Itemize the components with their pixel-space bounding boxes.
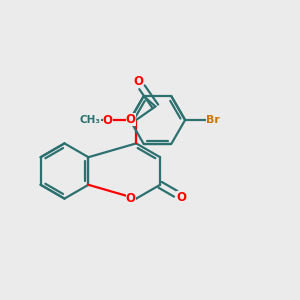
- Text: CH₃: CH₃: [80, 115, 100, 125]
- Text: O: O: [133, 75, 143, 88]
- Text: O: O: [176, 190, 186, 204]
- Text: Br: Br: [206, 115, 220, 125]
- Text: O: O: [126, 192, 136, 205]
- Text: O: O: [103, 113, 113, 127]
- Text: O: O: [126, 113, 136, 126]
